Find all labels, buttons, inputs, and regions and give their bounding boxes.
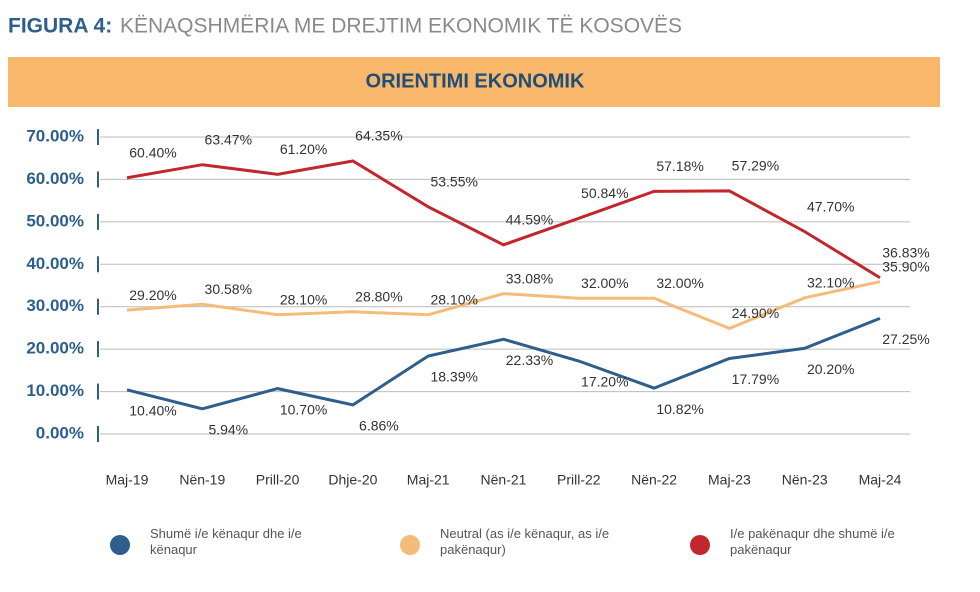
y-tick-label: 40.00% (26, 254, 84, 273)
data-label: 28.10% (430, 291, 477, 307)
x-tick-label: Maj-19 (106, 472, 149, 488)
legend-label: Neutral (as i/e kënaqur, as i/e pakënaqu… (440, 526, 610, 557)
series-line (126, 159, 881, 280)
data-label: 24.90% (732, 305, 779, 321)
y-tick-label: 0.00% (36, 423, 84, 442)
x-tick-label: Nën-21 (481, 472, 527, 488)
x-tick-label: Dhje-20 (328, 472, 377, 488)
chart-title: KËNAQSHMËRIA ME DREJTIM EKONOMIK TË KOSO… (120, 15, 682, 38)
data-label: 47.70% (807, 198, 854, 214)
y-tick-label: 30.00% (26, 296, 84, 315)
data-label: 27.25% (882, 331, 929, 347)
data-label: 10.40% (129, 403, 176, 419)
data-label: 53.55% (430, 173, 477, 189)
legend-label: I/e pakënaqur dhe shumë i/e pakënaqur (730, 526, 895, 557)
y-tick-label: 10.00% (26, 381, 84, 400)
data-label: 5.94% (208, 422, 248, 438)
data-label: 61.20% (280, 141, 327, 157)
data-label: 36.83% (882, 244, 929, 260)
y-tick-label: 70.00% (26, 126, 84, 145)
data-label: 17.79% (732, 371, 779, 387)
data-label: 63.47% (205, 131, 252, 147)
data-label: 35.90% (882, 258, 929, 274)
data-label: 50.84% (581, 185, 628, 201)
y-tick-label: 60.00% (26, 169, 84, 188)
data-label: 60.40% (129, 144, 176, 160)
subtitle-band (8, 57, 940, 107)
data-label: 32.10% (807, 275, 854, 291)
data-label: 17.20% (581, 374, 628, 390)
data-label: 57.29% (732, 158, 779, 174)
data-label: 10.82% (656, 401, 703, 417)
data-label: 6.86% (359, 418, 399, 434)
x-tick-label: Prill-22 (557, 472, 601, 488)
data-label: 32.00% (581, 275, 628, 291)
data-label: 29.20% (129, 287, 176, 303)
data-label: 28.80% (355, 289, 402, 305)
figure-label: FIGURA 4: (8, 15, 112, 38)
x-tick-label: Maj-24 (859, 472, 902, 488)
legend-label: Shumë i/e kënaqur dhe i/e kënaqur (150, 526, 302, 557)
data-label: 22.33% (506, 352, 553, 368)
x-tick-label: Maj-23 (708, 472, 751, 488)
legend-marker (690, 535, 710, 555)
x-tick-label: Nën-22 (631, 472, 677, 488)
x-tick-label: Prill-20 (256, 472, 300, 488)
data-label: 33.08% (506, 270, 553, 286)
x-tick-label: Maj-21 (407, 472, 450, 488)
data-label: 30.58% (205, 281, 252, 297)
data-label: 32.00% (656, 275, 703, 291)
legend-marker (400, 535, 420, 555)
y-tick-label: 20.00% (26, 339, 84, 358)
x-tick-label: Nën-19 (179, 472, 225, 488)
data-label: 57.18% (656, 158, 703, 174)
data-label: 18.39% (430, 369, 477, 385)
legend-marker (110, 535, 130, 555)
series-line (126, 316, 881, 411)
data-label: 20.20% (807, 361, 854, 377)
data-label: 44.59% (506, 212, 553, 228)
data-label: 10.70% (280, 401, 327, 417)
chart-subtitle: ORIENTIMI EKONOMIK (366, 70, 585, 92)
data-label: 64.35% (355, 128, 402, 144)
y-tick-label: 50.00% (26, 211, 84, 230)
series-line (126, 280, 881, 330)
x-tick-label: Nën-23 (782, 472, 828, 488)
data-label: 28.10% (280, 291, 327, 307)
